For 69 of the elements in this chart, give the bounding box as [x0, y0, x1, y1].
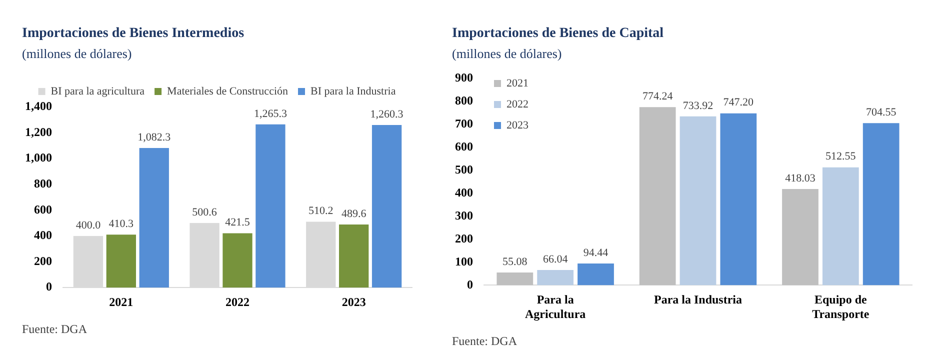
data-label: 421.5: [225, 216, 250, 229]
x-tick-label: 2021: [109, 294, 134, 309]
data-label: 55.08: [502, 256, 528, 268]
data-label: 500.6: [192, 206, 218, 218]
y-tick-label: 200: [34, 254, 52, 268]
data-label: 418.03: [785, 172, 816, 184]
y-tick-label: 1,400: [25, 99, 52, 114]
data-label: 1,260.3: [370, 108, 404, 120]
bar: [639, 107, 676, 286]
bar: [782, 189, 818, 286]
bar: [720, 113, 757, 286]
legend-label: BI para la Industria: [310, 85, 396, 98]
x-tick-label: Para la Industria: [654, 292, 742, 306]
y-tick-label: 1,000: [25, 150, 52, 165]
chart-title: Importaciones de Bienes Intermedios: [22, 26, 246, 42]
y-tick-label: 100: [455, 254, 473, 268]
legend-label: 2022: [506, 98, 528, 110]
x-tick-label: 2023: [342, 294, 366, 309]
legend-label: 2021: [506, 77, 528, 90]
bar: [496, 272, 534, 286]
data-label: 94.44: [583, 246, 609, 259]
source-note: Fuente: DGA: [452, 334, 518, 349]
y-tick-label: 1,200: [25, 124, 52, 139]
data-label: 1,082.3: [138, 131, 172, 144]
bar: [862, 123, 900, 286]
bar: [339, 224, 369, 288]
bar: [222, 233, 252, 288]
bar: [139, 148, 169, 288]
chart-title: Importaciones de Bienes de Capital: [452, 26, 665, 42]
x-tick-label: Para la Agricultura: [525, 292, 586, 321]
data-label: 747.20: [723, 96, 754, 109]
chart-subtitle: (millones de dólares): [452, 46, 563, 62]
y-tick-label: 400: [455, 185, 473, 200]
x-tick-label: Equipo de Transporte: [812, 292, 870, 321]
data-label: 400.0: [76, 219, 102, 232]
y-tick-label: 600: [34, 202, 52, 216]
data-label: 512.55: [826, 150, 856, 163]
data-label: 410.3: [108, 218, 134, 230]
x-tick-label: 2022: [226, 294, 250, 309]
y-tick-label: 800: [34, 176, 52, 190]
legend-label: Materiales de Construcción: [167, 85, 288, 98]
data-label: 733.92: [682, 100, 714, 112]
bar: [578, 263, 614, 286]
data-label: 774.24: [642, 90, 674, 103]
y-tick-label: 700: [455, 116, 473, 130]
data-label: 1,265.3: [254, 108, 288, 120]
y-tick-label: 500: [455, 162, 473, 176]
legend-label: BI para la agricultura: [50, 85, 145, 98]
bar: [537, 270, 574, 286]
data-label: 66.04: [542, 253, 568, 266]
y-tick-label: 800: [455, 93, 473, 108]
bar: [822, 167, 859, 286]
bar: [256, 124, 286, 288]
y-tick-label: 300: [455, 208, 473, 222]
chart-subtitle: (millones de dólares): [22, 46, 133, 62]
bar: [106, 234, 136, 288]
legend-label: 2023: [506, 119, 529, 132]
y-tick-label: 600: [455, 139, 473, 154]
data-label: 510.2: [308, 205, 334, 218]
bar: [680, 116, 716, 286]
y-tick-label: 400: [34, 228, 52, 242]
data-label: 489.6: [341, 208, 367, 220]
data-label: 704.55: [866, 106, 897, 119]
y-tick-label: 0: [467, 277, 473, 292]
y-tick-label: 200: [455, 231, 473, 246]
source-note: Fuente: DGA: [22, 322, 88, 337]
bar: [372, 125, 402, 288]
y-tick-label: 900: [455, 70, 473, 84]
y-tick-label: 0: [46, 280, 52, 294]
